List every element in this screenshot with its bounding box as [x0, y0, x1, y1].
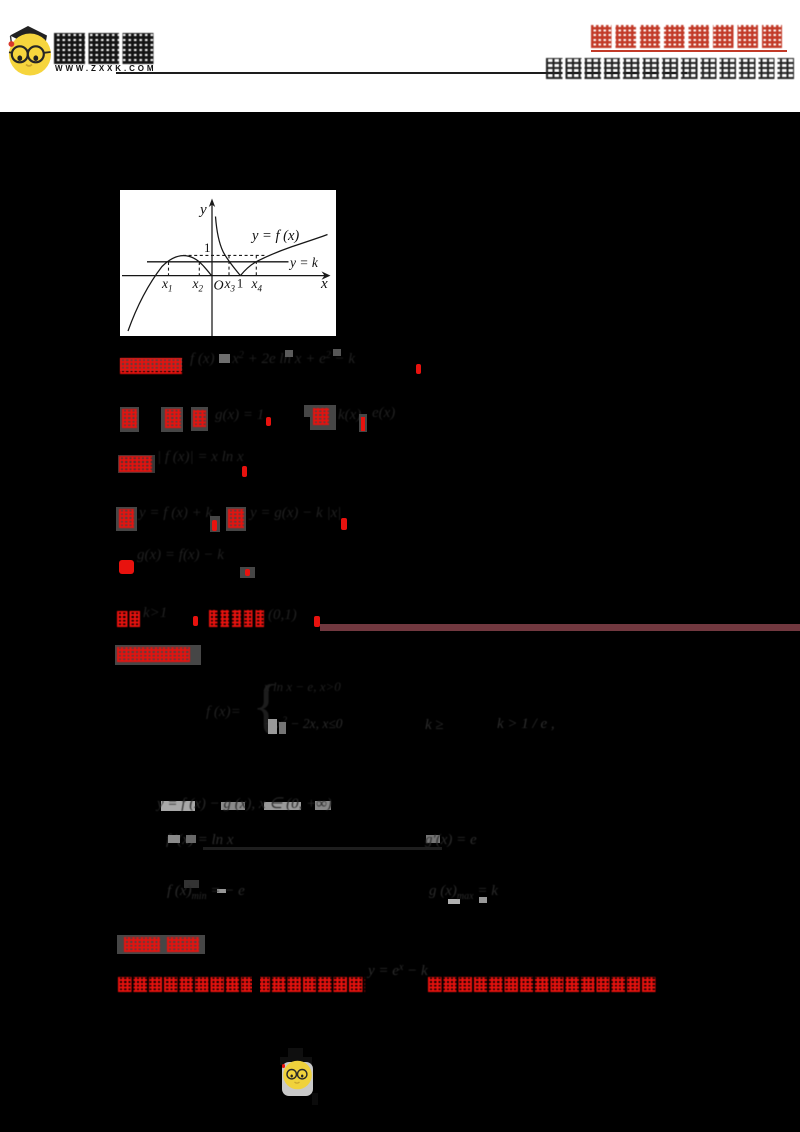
svg-text:x: x [320, 276, 328, 292]
svg-text:O: O [214, 279, 224, 294]
svg-text:y = f (x): y = f (x) [250, 228, 299, 244]
svg-text:y: y [198, 202, 207, 218]
svg-text:1: 1 [237, 276, 244, 291]
svg-text:1: 1 [204, 240, 211, 255]
svg-text:y = k: y = k [288, 255, 319, 270]
svg-text:x1: x1 [161, 276, 173, 294]
